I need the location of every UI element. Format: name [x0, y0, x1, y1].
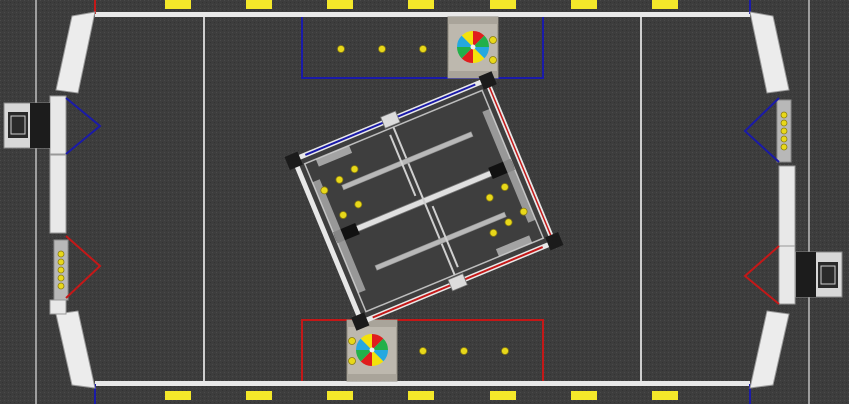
color-wheel-wedge: [356, 338, 372, 350]
bottom-control-panel: [346, 319, 398, 382]
color-wheel-wedge: [372, 338, 388, 350]
color-wheel-wedge: [372, 350, 384, 366]
color-wheel-wedge: [461, 47, 473, 63]
color-wheel-wedge: [360, 350, 372, 366]
left-port-balls: [57, 250, 65, 290]
color-wheel-wedge: [461, 31, 473, 47]
color-wheel-wedge: [356, 350, 372, 362]
top-trench-balls: [337, 36, 497, 64]
color-wheel-wedge: [372, 350, 388, 362]
right-red-loading-zone: [743, 245, 780, 305]
color-wheel-wedge: [473, 47, 485, 63]
color-wheel-icon: [470, 44, 476, 50]
right-wall-lower: [778, 245, 796, 305]
bottom-wall: [95, 381, 750, 386]
color-wheel-wedge: [473, 35, 489, 47]
right-wall-mid: [778, 165, 796, 247]
left-loading-station: [3, 102, 51, 149]
top-wall-pads: [165, 0, 678, 9]
right-port-balls: [780, 111, 788, 151]
bottom-red-trench: [301, 319, 544, 381]
top-blue-trench: [301, 17, 544, 79]
shield-generator: [284, 71, 564, 331]
color-wheel-wedge: [360, 334, 372, 350]
color-wheel-icon: [369, 347, 375, 353]
left-blue-loading-zone: [65, 97, 102, 155]
left-wall-lower: [49, 299, 67, 315]
generator-balls: [320, 165, 528, 237]
bottom-trench-balls: [348, 337, 509, 365]
color-wheel-wedge: [457, 47, 473, 59]
color-wheel-wedge: [372, 334, 384, 350]
color-wheel-wedge: [457, 35, 473, 47]
top-control-panel: [447, 16, 499, 79]
right-blue-target-zone: [743, 97, 780, 163]
left-red-target-zone: [65, 235, 102, 299]
top-wall: [95, 12, 750, 17]
left-wall-mid: [49, 154, 67, 234]
color-wheel-wedge: [473, 31, 485, 47]
left-wall-upper: [49, 95, 67, 155]
right-loading-station: [795, 251, 843, 298]
bottom-wall-pads: [165, 391, 678, 400]
color-wheel-wedge: [473, 47, 489, 59]
corner-walls: [55, 11, 790, 389]
